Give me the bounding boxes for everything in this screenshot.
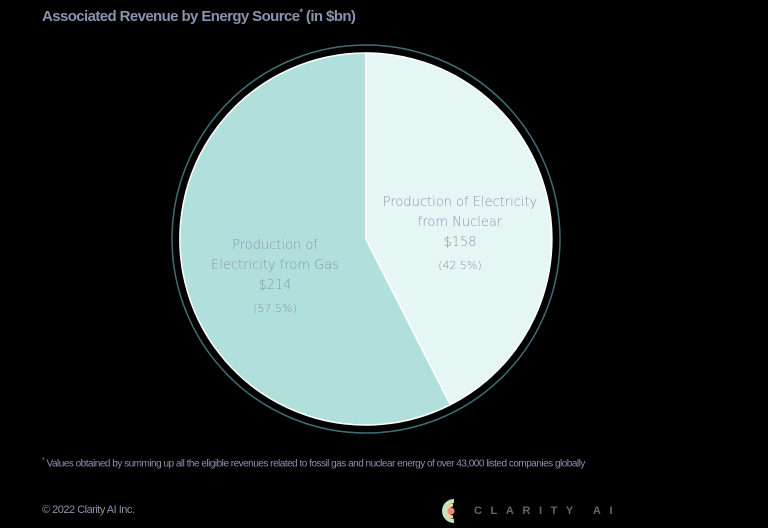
slice-label-gas-percent: (57.5%) <box>253 302 297 315</box>
footnote-marker: * <box>42 457 45 464</box>
pie-outer-ring <box>171 44 561 434</box>
chart-title: Associated Revenue by Energy Source* (in… <box>42 7 356 25</box>
chart-title-unit: (in $bn) <box>302 8 356 25</box>
chart-title-text: Associated Revenue by Energy Source <box>42 8 300 25</box>
footnote-text: Values obtained by summing up all the el… <box>44 458 586 470</box>
slice-label-nuclear-line1: Production of Electricity <box>382 195 538 210</box>
pie-slice-gas[interactable] <box>179 52 452 426</box>
slice-label-nuclear-line2: from Nuclear <box>417 215 503 230</box>
brand-name: CLARITY AI <box>474 505 622 517</box>
slice-label-nuclear-percent: (42.5%) <box>438 259 482 272</box>
clarity-ai-logo-icon <box>442 499 455 523</box>
slice-label-gas: Production of Electricity from Gas $214 … <box>190 236 360 318</box>
slice-label-nuclear-value: $158 <box>443 235 477 250</box>
copyright: © 2022 Clarity AI Inc. <box>42 504 135 516</box>
chart-title-asterisk: * <box>299 7 303 17</box>
slice-label-gas-line2: Electricity from Gas <box>211 258 339 273</box>
slice-label-gas-line1: Production of <box>232 238 318 253</box>
slice-label-nuclear: Production of Electricity from Nuclear $… <box>370 193 550 275</box>
pie-slice-nuclear[interactable] <box>365 52 553 406</box>
brand-logo-lockup: CLARITY AI <box>440 499 621 523</box>
footnote: * Values obtained by summing up all the … <box>42 454 612 470</box>
slice-label-gas-value: $214 <box>258 278 292 293</box>
